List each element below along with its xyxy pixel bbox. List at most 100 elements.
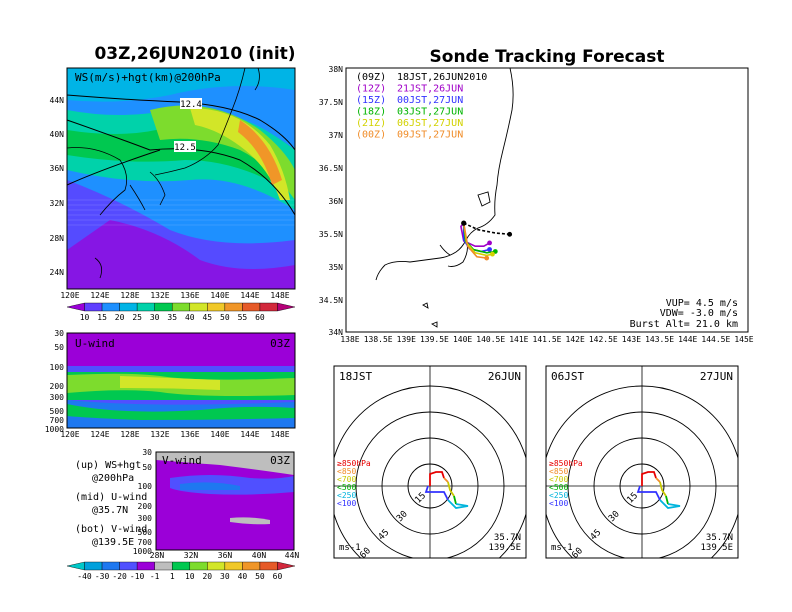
wind-profile-segment [447, 481, 455, 497]
colorbar-swatch [224, 302, 243, 312]
lon-tick: 132E [150, 430, 169, 439]
wind-profile-segment [665, 495, 669, 505]
p-tick: 200 [138, 502, 153, 511]
lon-tick: 138.5E [364, 335, 393, 344]
pressure-legend-item: <700 [337, 475, 356, 484]
info-line: VUP= 4.5 m/s [666, 298, 738, 309]
p-tick: 500 [50, 407, 65, 416]
colorbar-label: 30 [220, 572, 230, 581]
pressure-legend-item: <100 [549, 499, 568, 508]
hodo-time: 06JST [551, 370, 584, 383]
track-line [462, 222, 487, 259]
landing-point [507, 231, 513, 237]
lat-tick: 36N [50, 164, 65, 173]
lon-tick: 140.5E [476, 335, 505, 344]
wind-profile-segment [659, 481, 667, 497]
colorbar-swatch [84, 302, 103, 312]
colorbar-swatch [277, 302, 296, 312]
lat-tick: 28N [150, 551, 165, 560]
contour-label: 12.5 [174, 143, 196, 153]
colorbar-label: 50 [255, 572, 265, 581]
colorbar-label: 60 [273, 572, 283, 581]
lat-tick: 44N [285, 551, 300, 560]
launch-jst: 18JST,26JUN2010 [397, 72, 487, 83]
ws-lat-ticks: 44N 40N 36N 32N 28N 24N [50, 96, 65, 277]
lon-tick: 144.5E [701, 335, 730, 344]
p-tick: 300 [138, 514, 153, 523]
colorbar-swatch [259, 561, 278, 571]
colorbar-swatch [119, 302, 138, 312]
wind-colorbar: -40 -30 -20 -10 -1 1 10 20 30 40 50 60 [66, 561, 296, 581]
launch-utc: (09Z) [356, 72, 386, 83]
lon-tick: 120E [60, 430, 79, 439]
colorbar-swatch [277, 561, 296, 571]
colorbar-swatch [242, 302, 261, 312]
lon-tick: 148E [270, 291, 289, 300]
lon-tick: 142E [566, 335, 585, 344]
lon-tick: 141.5E [533, 335, 562, 344]
tracks [460, 220, 513, 261]
pressure-legend-item: ≥850hPa [337, 459, 371, 468]
lon-tick: 143.5E [645, 335, 674, 344]
v-lat-ticks: 28N 32N 36N 40N 44N [150, 551, 300, 560]
colorbar-label: 40 [238, 572, 248, 581]
p-tick: 1000 [45, 425, 64, 434]
colorbar-label: -20 [112, 572, 127, 581]
lon-tick: 128E [120, 430, 139, 439]
launch-jst: 21JST,26JUN [397, 84, 463, 95]
legend-line: @139.5E [92, 537, 134, 548]
hodo-lat: 35.7N [494, 533, 521, 543]
tracking-title: Sonde Tracking Forecast [430, 47, 665, 67]
lon-tick: 144E [240, 291, 259, 300]
u-wind-time: 03Z [270, 337, 290, 350]
contour-label: 12.4 [180, 100, 202, 110]
colorbar-swatch [101, 561, 120, 571]
lon-tick: 145E [734, 335, 753, 344]
colorbar-label: -10 [130, 572, 145, 581]
u-p-ticks: 30 50 100 200 300 500 700 1000 [45, 329, 64, 434]
launch-utc: (12Z) [356, 84, 386, 95]
pressure-legend-item: <850 [549, 467, 568, 476]
legend-line: @200hPa [92, 473, 134, 484]
lon-tick: 124E [90, 291, 109, 300]
colorbar-swatch [84, 561, 103, 571]
wind-profile-segment [424, 485, 449, 501]
landing-point [487, 240, 492, 246]
landing-point [484, 255, 490, 261]
track-line [460, 222, 490, 247]
ws-map: 12.4 12.5 WS(m/s)+hgt(km)@200hPa [66, 67, 296, 290]
colorbar-label: 1 [170, 572, 175, 581]
launch-jst: 09JST,27JUN [397, 130, 463, 141]
pressure-legend-item: <500 [549, 483, 568, 492]
launch-jst: 06JST,27JUN [397, 118, 463, 129]
colorbar-label: -1 [150, 572, 160, 581]
hodo-lon: 139.5E [700, 543, 733, 553]
colorbar-swatch [224, 561, 243, 571]
lat-tick: 35.5N [319, 230, 343, 239]
wind-profile-segment [641, 471, 657, 486]
launch-jst: 00JST,27JUN [397, 95, 463, 106]
hodo-lon: 139.5E [488, 543, 521, 553]
lat-tick: 40N [50, 130, 65, 139]
pressure-legend-item: <700 [549, 475, 568, 484]
v-wind-label: V-wind [162, 454, 202, 467]
lat-tick: 24N [50, 268, 65, 277]
colorbar-label: 20 [202, 572, 212, 581]
wind-profile-segment [447, 499, 469, 509]
hodo-date: 27JUN [700, 370, 733, 383]
lon-tick: 132E [150, 291, 169, 300]
u-wind-panel: U-wind 03Z [66, 332, 296, 429]
launch-utc: (00Z) [356, 130, 386, 141]
lon-tick: 143E [622, 335, 641, 344]
map-label: WS(m/s)+hgt(km)@200hPa [75, 71, 221, 84]
colorbar-swatch [101, 302, 120, 312]
lon-tick: 142.5E [589, 335, 618, 344]
p-tick: 300 [50, 393, 65, 402]
colorbar-swatch [189, 561, 208, 571]
legend-line: @35.7N [92, 505, 128, 516]
colorbar-swatch [259, 302, 278, 312]
lon-tick: 144E [240, 430, 259, 439]
colorbar-swatch [242, 561, 261, 571]
